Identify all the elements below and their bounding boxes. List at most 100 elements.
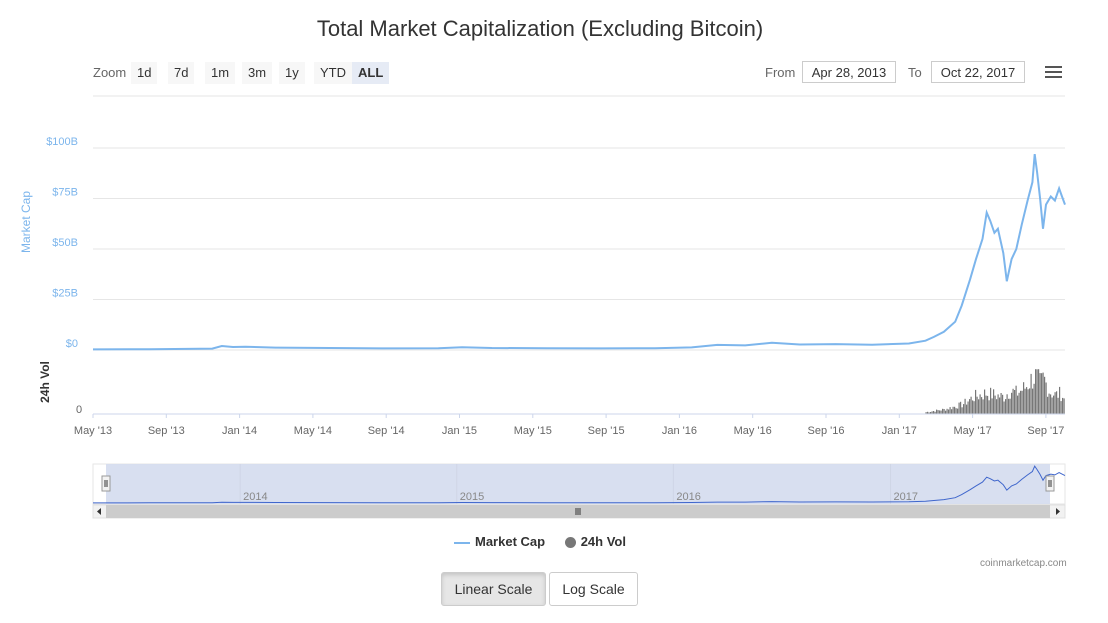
zoom-ytd-button[interactable]: YTD: [314, 62, 352, 84]
navigator-year-label: 2017: [894, 491, 918, 503]
volume-bar: [1009, 398, 1011, 414]
hamburger-menu-icon[interactable]: [1045, 66, 1062, 80]
volume-bar: [1030, 373, 1032, 414]
volume-bar: [973, 401, 975, 414]
volume-bar: [1020, 390, 1022, 414]
gridlines: [93, 147, 1065, 351]
volume-bar: [927, 411, 929, 414]
volume-bar: [934, 411, 936, 414]
to-date-input[interactable]: [931, 61, 1025, 83]
volume-bar: [1011, 392, 1013, 414]
volume-bar: [1039, 373, 1041, 414]
navigator-right-handle[interactable]: [1045, 475, 1055, 492]
volume-bar: [946, 408, 948, 414]
volume-bar: [1008, 398, 1010, 414]
x-tick-label: Jan '14: [222, 425, 257, 437]
volume-bar: [1032, 388, 1034, 414]
volume-bar: [1015, 385, 1017, 414]
zoom-label: Zoom: [93, 65, 127, 80]
volume-bar: [999, 397, 1001, 414]
volume-bar: [991, 398, 993, 414]
zoom-1y-button[interactable]: 1y: [279, 62, 305, 84]
x-axis-labels: May '13 Sep '13 Jan '14 May '14 Sep '14 Jan '…: [74, 414, 1064, 437]
volume-bar: [943, 409, 945, 414]
zoom-1d-button[interactable]: 1d: [131, 62, 158, 84]
volume-bar: [1054, 392, 1056, 414]
y-tick-label: $75B: [52, 187, 78, 199]
volume-bar: [990, 387, 992, 414]
navigator-year-label: 2014: [243, 491, 267, 503]
volume-bar: [945, 410, 947, 414]
volume-bar: [967, 401, 969, 414]
scroll-left-arrow-icon[interactable]: [97, 508, 101, 515]
volume-bar: [975, 389, 977, 414]
volume-axis-tick: 0: [76, 404, 82, 416]
volume-bar: [997, 394, 999, 414]
volume-bar: [964, 398, 966, 414]
volume-bar: [982, 399, 984, 414]
volume-bar: [1002, 394, 1004, 414]
volume-bar: [1017, 395, 1019, 414]
volume-bar: [942, 408, 944, 414]
volume-bar: [1003, 401, 1005, 414]
zoom-3m-button[interactable]: 3m: [242, 62, 273, 84]
volume-bar: [925, 412, 927, 414]
navigator-year-label: 2016: [676, 491, 700, 503]
volume-bar: [1056, 391, 1058, 414]
volume-bar: [1041, 373, 1043, 414]
volume-bar: [958, 402, 960, 414]
market-cap-line: [92, 153, 1066, 351]
volume-bar: [1018, 392, 1020, 414]
zoom-all-button[interactable]: ALL: [352, 62, 390, 84]
y-tick-label: $100B: [46, 136, 78, 148]
volume-bar: [981, 397, 983, 414]
x-tick-label: Sep '13: [148, 425, 185, 437]
navigator-selection[interactable]: [106, 464, 1050, 504]
volume-bar: [994, 395, 996, 414]
volume-bar: [954, 406, 956, 414]
volume-bar: [1063, 398, 1065, 414]
volume-bar: [1014, 390, 1016, 414]
x-tick-label: Sep '15: [588, 425, 625, 437]
legend: Market Cap 24h Vol: [0, 534, 1080, 549]
x-tick-label: Sep '17: [1027, 425, 1064, 437]
volume-axis-title: 24h Vol: [38, 361, 52, 403]
zoom-7d-button[interactable]: 7d: [168, 62, 195, 84]
x-tick-label: Jan '17: [882, 425, 917, 437]
x-tick-label: May '13: [74, 425, 112, 437]
log-scale-button[interactable]: Log Scale: [549, 572, 638, 606]
volume-bar: [940, 410, 942, 414]
volume-bar: [1045, 382, 1047, 414]
volume-bar: [951, 409, 953, 414]
y-tick-label: $25B: [52, 288, 78, 300]
volume-bar: [1044, 376, 1046, 414]
legend-volume[interactable]: 24h Vol: [564, 534, 626, 549]
volume-bar: [987, 395, 989, 414]
navigator-year-label: 2015: [460, 491, 484, 503]
volume-bar: [957, 408, 959, 414]
volume-bar: [1026, 387, 1028, 414]
from-date-input[interactable]: [802, 61, 896, 83]
credit-link[interactable]: coinmarketcap.com: [980, 558, 1067, 569]
volume-bar: [928, 412, 930, 414]
y-axis-labels: $0 $25B $50B $75B $100B: [46, 136, 78, 350]
y-axis-title: Market Cap: [19, 191, 33, 253]
volume-bar: [1024, 388, 1026, 414]
from-label: From: [765, 65, 796, 80]
linear-scale-button[interactable]: Linear Scale: [441, 572, 546, 606]
volume-bar: [1012, 388, 1014, 414]
navigator-left-handle[interactable]: [101, 475, 111, 492]
legend-market-cap[interactable]: Market Cap: [454, 534, 545, 549]
volume-bar: [948, 409, 950, 414]
x-tick-label: Sep '16: [808, 425, 845, 437]
volume-bar: [1050, 394, 1052, 414]
volume-bar: [933, 411, 935, 414]
volume-bar: [930, 412, 932, 414]
volume-bar: [996, 399, 998, 414]
zoom-1m-button[interactable]: 1m: [205, 62, 236, 84]
volume-bar: [1038, 369, 1040, 414]
volume-bar: [961, 407, 963, 414]
volume-bar: [1048, 393, 1050, 414]
scroll-right-arrow-icon[interactable]: [1056, 508, 1060, 515]
